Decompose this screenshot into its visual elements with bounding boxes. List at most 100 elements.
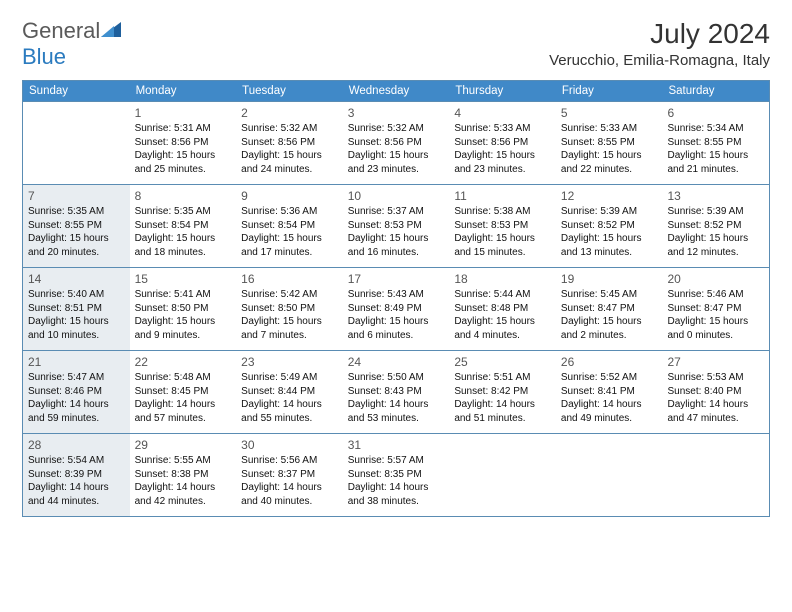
sunset-text: Sunset: 8:37 PM: [241, 468, 338, 482]
day-number: 19: [561, 271, 658, 287]
daylight-text: Daylight: 15 hours and 21 minutes.: [667, 149, 764, 176]
month-title: July 2024: [549, 18, 770, 50]
daylight-text: Daylight: 14 hours and 44 minutes.: [28, 481, 125, 508]
sunset-text: Sunset: 8:51 PM: [28, 302, 125, 316]
day-number: 9: [241, 188, 338, 204]
sunrise-text: Sunrise: 5:39 AM: [667, 205, 764, 219]
day-cell: [662, 434, 769, 516]
day-number: 20: [667, 271, 764, 287]
sunset-text: Sunset: 8:52 PM: [561, 219, 658, 233]
sunrise-text: Sunrise: 5:33 AM: [561, 122, 658, 136]
day-number: 3: [348, 105, 445, 121]
sunset-text: Sunset: 8:42 PM: [454, 385, 551, 399]
sunset-text: Sunset: 8:48 PM: [454, 302, 551, 316]
week-row: 7Sunrise: 5:35 AMSunset: 8:55 PMDaylight…: [23, 184, 769, 267]
day-number: 17: [348, 271, 445, 287]
daylight-text: Daylight: 15 hours and 4 minutes.: [454, 315, 551, 342]
day-cell: 20Sunrise: 5:46 AMSunset: 8:47 PMDayligh…: [662, 268, 769, 350]
day-number: 11: [454, 188, 551, 204]
day-number: 14: [28, 271, 125, 287]
sunrise-text: Sunrise: 5:31 AM: [135, 122, 232, 136]
sunset-text: Sunset: 8:50 PM: [241, 302, 338, 316]
sunrise-text: Sunrise: 5:39 AM: [561, 205, 658, 219]
daylight-text: Daylight: 15 hours and 23 minutes.: [454, 149, 551, 176]
day-cell: 14Sunrise: 5:40 AMSunset: 8:51 PMDayligh…: [23, 268, 130, 350]
day-cell: 1Sunrise: 5:31 AMSunset: 8:56 PMDaylight…: [130, 102, 237, 184]
dayhead-sat: Saturday: [662, 81, 769, 101]
day-cell: 13Sunrise: 5:39 AMSunset: 8:52 PMDayligh…: [662, 185, 769, 267]
sunrise-text: Sunrise: 5:53 AM: [667, 371, 764, 385]
sunset-text: Sunset: 8:45 PM: [135, 385, 232, 399]
sunrise-text: Sunrise: 5:48 AM: [135, 371, 232, 385]
day-number: 15: [135, 271, 232, 287]
daylight-text: Daylight: 15 hours and 18 minutes.: [135, 232, 232, 259]
day-cell: 27Sunrise: 5:53 AMSunset: 8:40 PMDayligh…: [662, 351, 769, 433]
day-number: 21: [28, 354, 125, 370]
day-cell: 29Sunrise: 5:55 AMSunset: 8:38 PMDayligh…: [130, 434, 237, 516]
day-number: 30: [241, 437, 338, 453]
calendar-grid: Sunday Monday Tuesday Wednesday Thursday…: [22, 80, 770, 517]
week-row: 28Sunrise: 5:54 AMSunset: 8:39 PMDayligh…: [23, 433, 769, 516]
day-cell: 26Sunrise: 5:52 AMSunset: 8:41 PMDayligh…: [556, 351, 663, 433]
sunset-text: Sunset: 8:50 PM: [135, 302, 232, 316]
sunset-text: Sunset: 8:56 PM: [454, 136, 551, 150]
day-number: 13: [667, 188, 764, 204]
daylight-text: Daylight: 14 hours and 40 minutes.: [241, 481, 338, 508]
sunrise-text: Sunrise: 5:38 AM: [454, 205, 551, 219]
sunrise-text: Sunrise: 5:32 AM: [241, 122, 338, 136]
day-cell: [23, 102, 130, 184]
daylight-text: Daylight: 15 hours and 2 minutes.: [561, 315, 658, 342]
day-cell: 23Sunrise: 5:49 AMSunset: 8:44 PMDayligh…: [236, 351, 343, 433]
sunset-text: Sunset: 8:55 PM: [667, 136, 764, 150]
day-cell: 25Sunrise: 5:51 AMSunset: 8:42 PMDayligh…: [449, 351, 556, 433]
daylight-text: Daylight: 15 hours and 25 minutes.: [135, 149, 232, 176]
daylight-text: Daylight: 15 hours and 13 minutes.: [561, 232, 658, 259]
day-cell: 15Sunrise: 5:41 AMSunset: 8:50 PMDayligh…: [130, 268, 237, 350]
daylight-text: Daylight: 15 hours and 23 minutes.: [348, 149, 445, 176]
week-row: 21Sunrise: 5:47 AMSunset: 8:46 PMDayligh…: [23, 350, 769, 433]
day-number: 12: [561, 188, 658, 204]
day-number: 22: [135, 354, 232, 370]
location-label: Verucchio, Emilia-Romagna, Italy: [549, 52, 770, 69]
daylight-text: Daylight: 14 hours and 59 minutes.: [28, 398, 125, 425]
sunrise-text: Sunrise: 5:57 AM: [348, 454, 445, 468]
daylight-text: Daylight: 15 hours and 0 minutes.: [667, 315, 764, 342]
logo-text-general: General: [22, 18, 100, 43]
daylight-text: Daylight: 14 hours and 38 minutes.: [348, 481, 445, 508]
sunrise-text: Sunrise: 5:55 AM: [135, 454, 232, 468]
day-cell: 4Sunrise: 5:33 AMSunset: 8:56 PMDaylight…: [449, 102, 556, 184]
daylight-text: Daylight: 14 hours and 57 minutes.: [135, 398, 232, 425]
sunrise-text: Sunrise: 5:56 AM: [241, 454, 338, 468]
title-block: July 2024 Verucchio, Emilia-Romagna, Ita…: [549, 18, 770, 69]
daylight-text: Daylight: 15 hours and 20 minutes.: [28, 232, 125, 259]
day-cell: 21Sunrise: 5:47 AMSunset: 8:46 PMDayligh…: [23, 351, 130, 433]
day-cell: 8Sunrise: 5:35 AMSunset: 8:54 PMDaylight…: [130, 185, 237, 267]
sunrise-text: Sunrise: 5:46 AM: [667, 288, 764, 302]
day-number: 8: [135, 188, 232, 204]
sunset-text: Sunset: 8:47 PM: [667, 302, 764, 316]
sunrise-text: Sunrise: 5:50 AM: [348, 371, 445, 385]
sunset-text: Sunset: 8:47 PM: [561, 302, 658, 316]
day-cell: 16Sunrise: 5:42 AMSunset: 8:50 PMDayligh…: [236, 268, 343, 350]
sunset-text: Sunset: 8:41 PM: [561, 385, 658, 399]
day-cell: 24Sunrise: 5:50 AMSunset: 8:43 PMDayligh…: [343, 351, 450, 433]
sunrise-text: Sunrise: 5:32 AM: [348, 122, 445, 136]
sunset-text: Sunset: 8:46 PM: [28, 385, 125, 399]
daylight-text: Daylight: 15 hours and 16 minutes.: [348, 232, 445, 259]
daylight-text: Daylight: 14 hours and 47 minutes.: [667, 398, 764, 425]
day-number: 18: [454, 271, 551, 287]
day-number: 25: [454, 354, 551, 370]
week-row: 1Sunrise: 5:31 AMSunset: 8:56 PMDaylight…: [23, 101, 769, 184]
day-number: 29: [135, 437, 232, 453]
sunset-text: Sunset: 8:38 PM: [135, 468, 232, 482]
daylight-text: Daylight: 15 hours and 10 minutes.: [28, 315, 125, 342]
day-number: 23: [241, 354, 338, 370]
daylight-text: Daylight: 14 hours and 51 minutes.: [454, 398, 551, 425]
daylight-text: Daylight: 15 hours and 7 minutes.: [241, 315, 338, 342]
day-header-row: Sunday Monday Tuesday Wednesday Thursday…: [23, 81, 769, 101]
sunrise-text: Sunrise: 5:44 AM: [454, 288, 551, 302]
day-cell: 18Sunrise: 5:44 AMSunset: 8:48 PMDayligh…: [449, 268, 556, 350]
sunset-text: Sunset: 8:52 PM: [667, 219, 764, 233]
sunrise-text: Sunrise: 5:42 AM: [241, 288, 338, 302]
sunset-text: Sunset: 8:43 PM: [348, 385, 445, 399]
